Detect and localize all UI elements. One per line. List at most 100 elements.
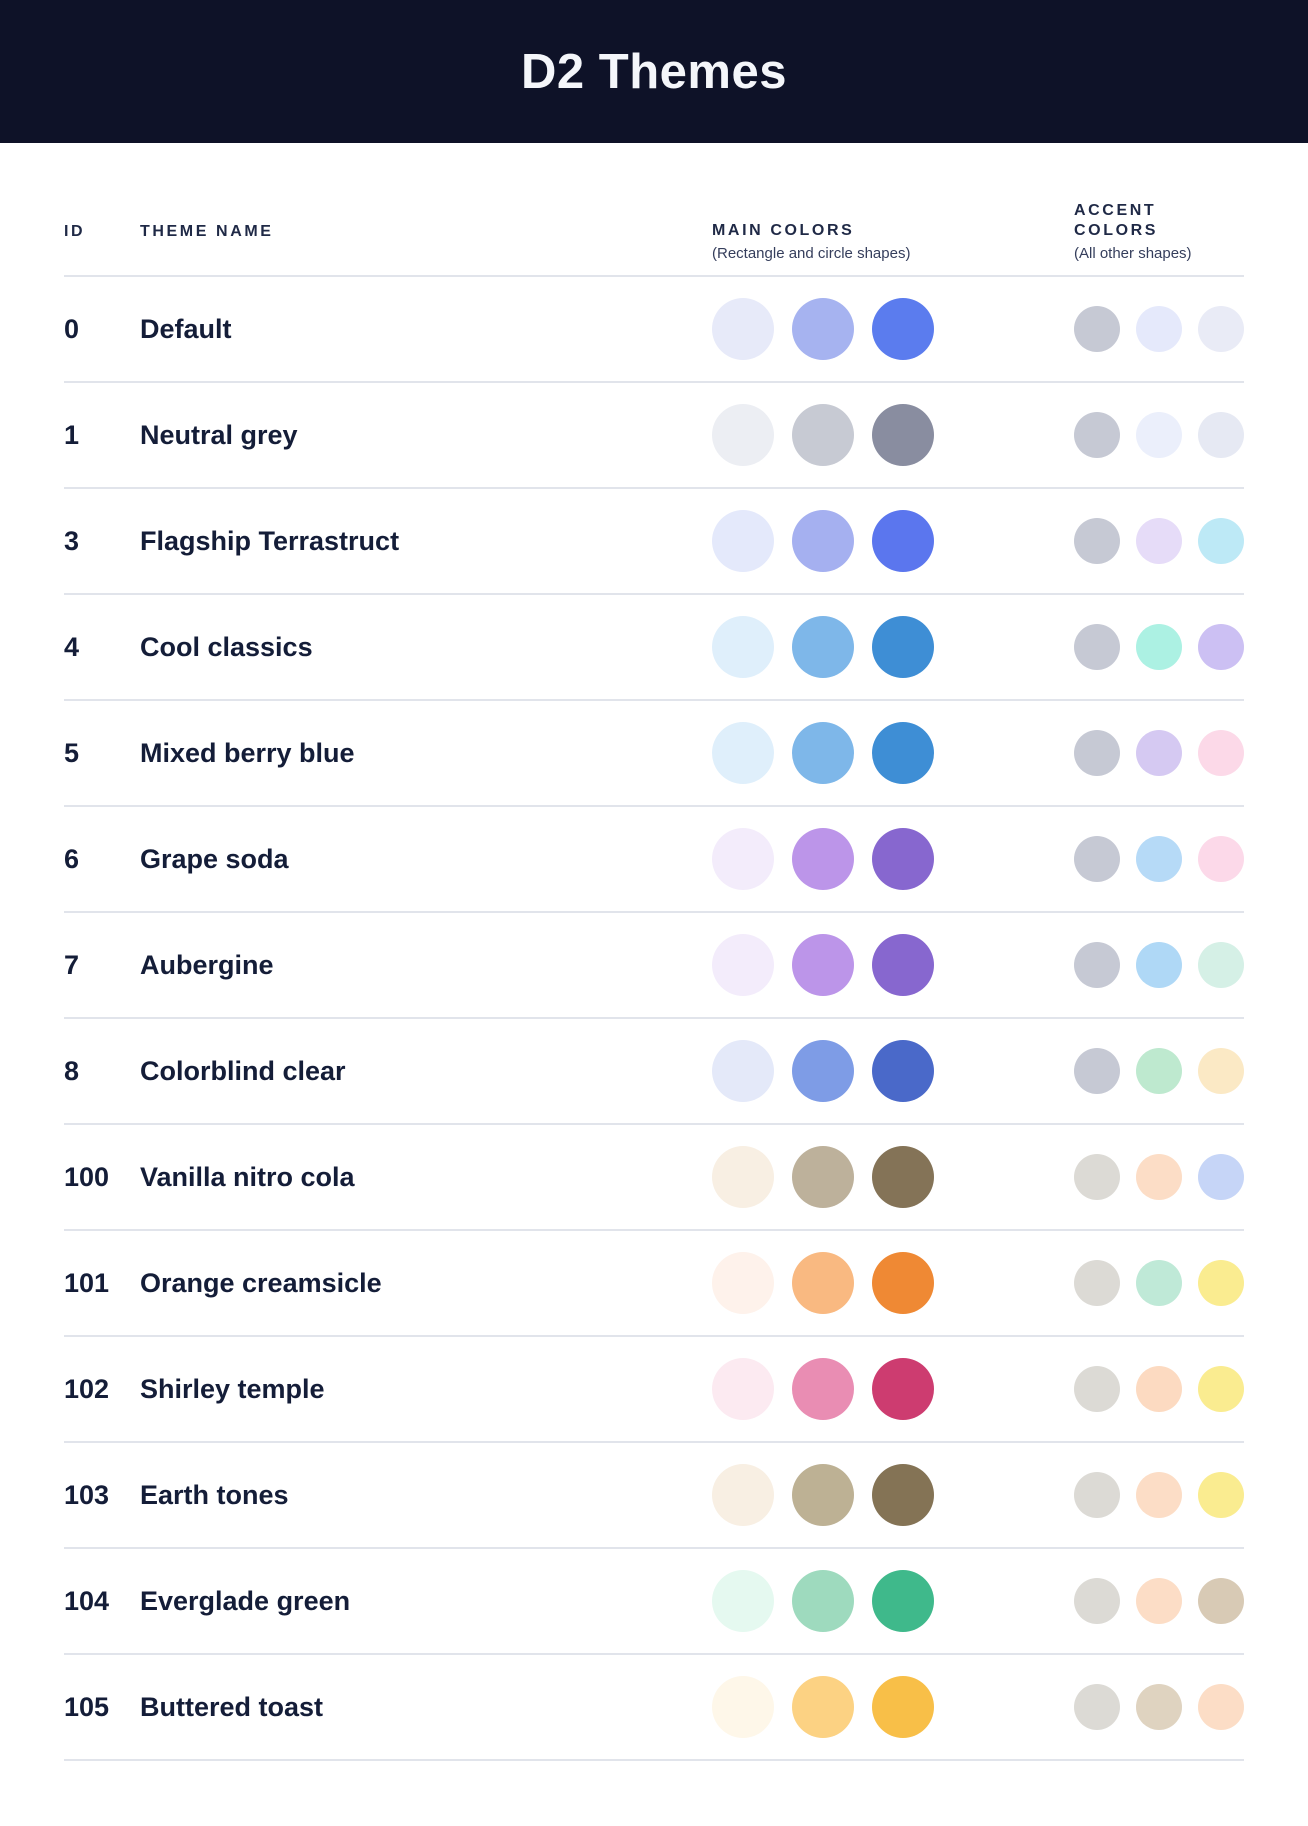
accent-color-swatch — [1198, 306, 1244, 352]
main-color-swatch — [712, 616, 774, 678]
main-color-swatch — [712, 1570, 774, 1632]
accent-color-swatches — [1074, 730, 1244, 776]
accent-color-swatch — [1074, 1366, 1120, 1412]
accent-color-swatches — [1074, 836, 1244, 882]
accent-color-swatch — [1198, 1578, 1244, 1624]
accent-color-swatch — [1136, 1578, 1182, 1624]
accent-color-swatch — [1074, 942, 1120, 988]
accent-color-swatches — [1074, 624, 1244, 670]
theme-row: 100 Vanilla nitro cola — [64, 1125, 1244, 1231]
theme-row: 102 Shirley temple — [64, 1337, 1244, 1443]
main-color-swatches — [712, 1358, 934, 1420]
theme-id: 3 — [64, 525, 80, 556]
theme-id: 104 — [64, 1585, 110, 1616]
main-color-swatches — [712, 616, 934, 678]
main-color-swatch — [712, 828, 774, 890]
accent-color-swatch — [1136, 1154, 1182, 1200]
accent-color-swatch — [1074, 1472, 1120, 1518]
accent-color-swatch — [1198, 1154, 1244, 1200]
main-color-swatch — [872, 1358, 934, 1420]
accent-color-swatch — [1198, 1366, 1244, 1412]
main-color-swatch — [792, 1252, 854, 1314]
accent-color-swatch — [1074, 412, 1120, 458]
accent-color-swatch — [1136, 1048, 1182, 1094]
accent-color-swatch — [1074, 1260, 1120, 1306]
main-color-swatches — [712, 1040, 934, 1102]
accent-color-swatch — [1198, 1260, 1244, 1306]
main-color-swatch — [792, 1146, 854, 1208]
accent-color-swatches — [1074, 942, 1244, 988]
theme-row: 6 Grape soda — [64, 807, 1244, 913]
main-color-swatch — [872, 1146, 934, 1208]
theme-row: 8 Colorblind clear — [64, 1019, 1244, 1125]
accent-color-swatch — [1198, 624, 1244, 670]
main-color-swatch — [712, 1358, 774, 1420]
theme-row: 105 Buttered toast — [64, 1655, 1244, 1761]
accent-color-swatch — [1198, 730, 1244, 776]
main-color-swatches — [712, 828, 934, 890]
main-colors-sublabel: (Rectangle and circle shapes) — [712, 245, 911, 262]
accent-color-swatch — [1198, 412, 1244, 458]
main-color-swatch — [792, 934, 854, 996]
theme-id: 7 — [64, 949, 80, 980]
main-color-swatch — [872, 828, 934, 890]
theme-id: 0 — [64, 313, 80, 344]
theme-name: Vanilla nitro cola — [140, 1161, 355, 1192]
accent-color-swatch — [1136, 412, 1182, 458]
theme-name: Buttered toast — [140, 1691, 324, 1722]
main-color-swatches — [712, 934, 934, 996]
column-header-accent-colors: ACCENT COLORS (All other shapes) — [1074, 201, 1244, 263]
accent-color-swatch — [1074, 1154, 1120, 1200]
theme-row: 3 Flagship Terrastruct — [64, 489, 1244, 595]
accent-color-swatch — [1198, 1048, 1244, 1094]
accent-color-swatch — [1198, 518, 1244, 564]
main-color-swatch — [712, 722, 774, 784]
page-title: D2 Themes — [521, 44, 787, 99]
main-color-swatch — [792, 616, 854, 678]
accent-color-swatch — [1136, 836, 1182, 882]
theme-name: Grape soda — [140, 843, 289, 874]
accent-color-swatch — [1074, 1578, 1120, 1624]
theme-row: 104 Everglade green — [64, 1549, 1244, 1655]
main-color-swatch — [792, 828, 854, 890]
main-color-swatches — [712, 1252, 934, 1314]
accent-color-swatch — [1136, 518, 1182, 564]
main-color-swatch — [712, 1676, 774, 1738]
main-color-swatches — [712, 404, 934, 466]
theme-id: 6 — [64, 843, 80, 874]
theme-row: 5 Mixed berry blue — [64, 701, 1244, 807]
main-color-swatch — [712, 510, 774, 572]
accent-color-swatch — [1136, 624, 1182, 670]
accent-color-swatches — [1074, 1260, 1244, 1306]
accent-color-swatch — [1198, 942, 1244, 988]
theme-id: 1 — [64, 419, 80, 450]
accent-color-swatches — [1074, 1366, 1244, 1412]
theme-row: 7 Aubergine — [64, 913, 1244, 1019]
accent-color-swatches — [1074, 1048, 1244, 1094]
accent-colors-sublabel: (All other shapes) — [1074, 245, 1192, 262]
accent-color-swatch — [1074, 1048, 1120, 1094]
accent-color-swatch — [1074, 624, 1120, 670]
accent-color-swatches — [1074, 1578, 1244, 1624]
accent-color-swatch — [1198, 1684, 1244, 1730]
main-color-swatch — [792, 1358, 854, 1420]
theme-id: 105 — [64, 1691, 110, 1722]
table-header-row: ID THEME NAME MAIN COLORS (Rectangle and… — [64, 143, 1244, 277]
main-color-swatch — [872, 404, 934, 466]
theme-id: 5 — [64, 737, 80, 768]
theme-name: Earth tones — [140, 1479, 289, 1510]
accent-color-swatch — [1136, 1366, 1182, 1412]
theme-name: Shirley temple — [140, 1373, 325, 1404]
theme-name: Cool classics — [140, 631, 313, 662]
accent-color-swatch — [1136, 306, 1182, 352]
accent-color-swatch — [1074, 730, 1120, 776]
main-color-swatch — [872, 298, 934, 360]
accent-color-swatch — [1074, 836, 1120, 882]
main-color-swatch — [792, 1040, 854, 1102]
main-color-swatch — [872, 1570, 934, 1632]
theme-id: 4 — [64, 631, 80, 662]
theme-name: Neutral grey — [140, 419, 298, 450]
accent-color-swatch — [1074, 1684, 1120, 1730]
column-header-main-colors: MAIN COLORS (Rectangle and circle shapes… — [712, 221, 934, 263]
main-color-swatch — [792, 298, 854, 360]
